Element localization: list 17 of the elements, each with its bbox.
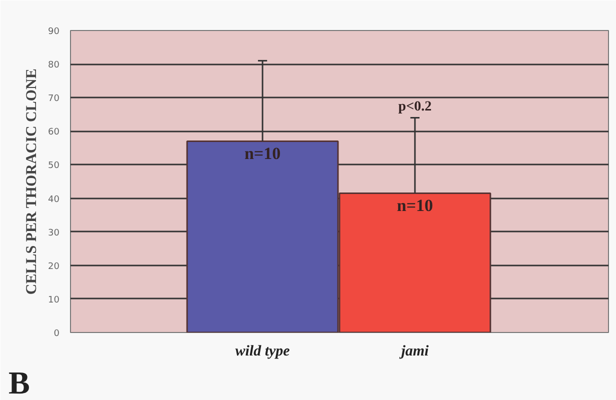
y-tick-label: 0 bbox=[54, 329, 60, 339]
annotation: p<0.2 bbox=[398, 100, 432, 115]
y-tick-label: 60 bbox=[48, 128, 60, 138]
y-tick-label: 20 bbox=[48, 262, 60, 272]
y-axis-title: CELLS PER THORACIC CLONE bbox=[24, 68, 40, 295]
y-tick-label: 80 bbox=[48, 60, 60, 71]
y-tick-label: 90 bbox=[48, 27, 60, 37]
y-tick-label: 50 bbox=[48, 161, 60, 172]
y-tick-label: 40 bbox=[48, 194, 60, 205]
y-tick-label: 70 bbox=[48, 94, 60, 104]
text: B bbox=[8, 364, 30, 400]
annotation: n=10 bbox=[244, 144, 281, 164]
x-tick-label: wild type bbox=[235, 344, 290, 360]
y-tick-label: 30 bbox=[48, 228, 60, 238]
y-tick-label: 10 bbox=[48, 295, 60, 306]
annotation: n=10 bbox=[396, 196, 434, 216]
x-tick-label: jami bbox=[399, 344, 430, 360]
